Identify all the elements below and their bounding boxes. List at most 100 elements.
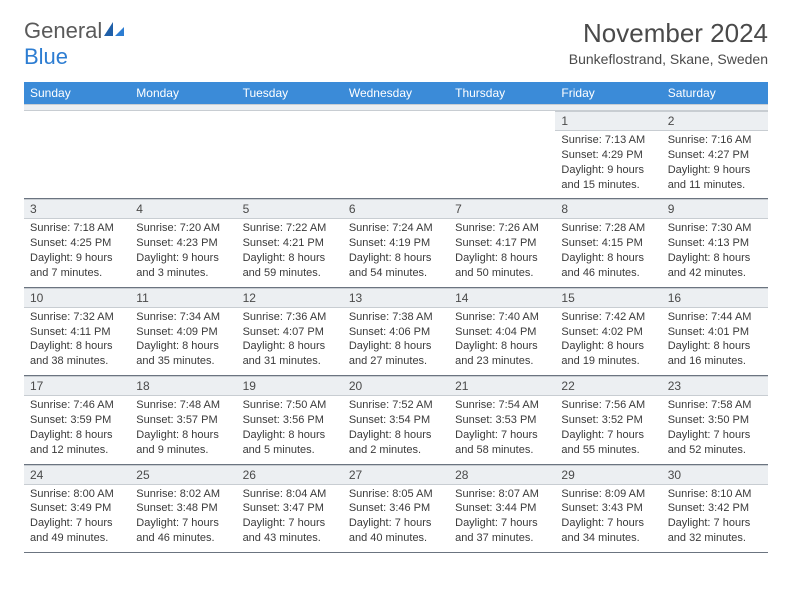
- sunset-line: Sunset: 4:25 PM: [30, 236, 124, 251]
- weekday-header: Monday: [130, 82, 236, 105]
- day-body: Sunrise: 8:07 AMSunset: 3:44 PMDaylight:…: [449, 485, 555, 552]
- weeks-body: 1Sunrise: 7:13 AMSunset: 4:29 PMDaylight…: [24, 111, 768, 553]
- weekday-header: Sunday: [24, 82, 130, 105]
- day-body: Sunrise: 7:26 AMSunset: 4:17 PMDaylight:…: [449, 219, 555, 286]
- daylight-line-1: Daylight: 8 hours: [455, 339, 549, 354]
- day-cell: [237, 111, 343, 199]
- daylight-line-1: Daylight: 8 hours: [30, 428, 124, 443]
- logo: General Blue: [24, 18, 124, 70]
- sunrise-line: Sunrise: 7:56 AM: [561, 398, 655, 413]
- day-body: Sunrise: 7:13 AMSunset: 4:29 PMDaylight:…: [555, 131, 661, 198]
- day-cell: 3Sunrise: 7:18 AMSunset: 4:25 PMDaylight…: [24, 199, 130, 287]
- day-number: 7: [449, 199, 555, 219]
- day-body: Sunrise: 7:46 AMSunset: 3:59 PMDaylight:…: [24, 396, 130, 463]
- week-row: 24Sunrise: 8:00 AMSunset: 3:49 PMDayligh…: [24, 464, 768, 552]
- daylight-line-2: and 59 minutes.: [243, 266, 337, 281]
- daylight-line-1: Daylight: 7 hours: [455, 516, 549, 531]
- day-cell: 28Sunrise: 8:07 AMSunset: 3:44 PMDayligh…: [449, 464, 555, 552]
- sunset-line: Sunset: 3:56 PM: [243, 413, 337, 428]
- day-cell: 8Sunrise: 7:28 AMSunset: 4:15 PMDaylight…: [555, 199, 661, 287]
- day-body: Sunrise: 7:22 AMSunset: 4:21 PMDaylight:…: [237, 219, 343, 286]
- day-body: Sunrise: 7:48 AMSunset: 3:57 PMDaylight:…: [130, 396, 236, 463]
- daylight-line-2: and 50 minutes.: [455, 266, 549, 281]
- daylight-line-2: and 46 minutes.: [136, 531, 230, 546]
- location-text: Bunkeflostrand, Skane, Sweden: [569, 51, 768, 67]
- day-body: Sunrise: 8:09 AMSunset: 3:43 PMDaylight:…: [555, 485, 661, 552]
- day-body-empty: [24, 111, 130, 169]
- sunrise-line: Sunrise: 8:04 AM: [243, 487, 337, 502]
- day-body: Sunrise: 7:54 AMSunset: 3:53 PMDaylight:…: [449, 396, 555, 463]
- day-cell: 15Sunrise: 7:42 AMSunset: 4:02 PMDayligh…: [555, 287, 661, 375]
- weekday-header: Thursday: [449, 82, 555, 105]
- daylight-line-2: and 16 minutes.: [668, 354, 762, 369]
- daylight-line-2: and 43 minutes.: [243, 531, 337, 546]
- daylight-line-2: and 46 minutes.: [561, 266, 655, 281]
- page-header: General Blue November 2024 Bunkeflostran…: [24, 18, 768, 70]
- daylight-line-1: Daylight: 8 hours: [561, 251, 655, 266]
- daylight-line-1: Daylight: 9 hours: [561, 163, 655, 178]
- daylight-line-1: Daylight: 7 hours: [668, 428, 762, 443]
- daylight-line-1: Daylight: 9 hours: [136, 251, 230, 266]
- daylight-line-1: Daylight: 7 hours: [30, 516, 124, 531]
- sunrise-line: Sunrise: 7:13 AM: [561, 133, 655, 148]
- day-cell: 6Sunrise: 7:24 AMSunset: 4:19 PMDaylight…: [343, 199, 449, 287]
- day-cell: 27Sunrise: 8:05 AMSunset: 3:46 PMDayligh…: [343, 464, 449, 552]
- day-body: Sunrise: 8:02 AMSunset: 3:48 PMDaylight:…: [130, 485, 236, 552]
- sunset-line: Sunset: 4:09 PM: [136, 325, 230, 340]
- daylight-line-2: and 5 minutes.: [243, 443, 337, 458]
- sunset-line: Sunset: 4:04 PM: [455, 325, 549, 340]
- sunrise-line: Sunrise: 7:36 AM: [243, 310, 337, 325]
- daylight-line-2: and 38 minutes.: [30, 354, 124, 369]
- day-cell: 7Sunrise: 7:26 AMSunset: 4:17 PMDaylight…: [449, 199, 555, 287]
- daylight-line-1: Daylight: 7 hours: [136, 516, 230, 531]
- week-row: 10Sunrise: 7:32 AMSunset: 4:11 PMDayligh…: [24, 287, 768, 375]
- day-number: 27: [343, 465, 449, 485]
- sunset-line: Sunset: 4:02 PM: [561, 325, 655, 340]
- day-number: 2: [662, 111, 768, 131]
- sunrise-line: Sunrise: 7:28 AM: [561, 221, 655, 236]
- daylight-line-2: and 35 minutes.: [136, 354, 230, 369]
- daylight-line-2: and 55 minutes.: [561, 443, 655, 458]
- sunset-line: Sunset: 4:15 PM: [561, 236, 655, 251]
- sunrise-line: Sunrise: 7:58 AM: [668, 398, 762, 413]
- sunset-line: Sunset: 3:44 PM: [455, 501, 549, 516]
- day-body: Sunrise: 7:50 AMSunset: 3:56 PMDaylight:…: [237, 396, 343, 463]
- sunrise-line: Sunrise: 7:20 AM: [136, 221, 230, 236]
- daylight-line-2: and 19 minutes.: [561, 354, 655, 369]
- logo-sail-icon: [104, 22, 124, 43]
- day-body: Sunrise: 7:20 AMSunset: 4:23 PMDaylight:…: [130, 219, 236, 286]
- sunrise-line: Sunrise: 7:22 AM: [243, 221, 337, 236]
- title-block: November 2024 Bunkeflostrand, Skane, Swe…: [569, 18, 768, 67]
- daylight-line-1: Daylight: 7 hours: [561, 516, 655, 531]
- weekday-header: Friday: [555, 82, 661, 105]
- daylight-line-2: and 42 minutes.: [668, 266, 762, 281]
- day-cell: 11Sunrise: 7:34 AMSunset: 4:09 PMDayligh…: [130, 287, 236, 375]
- calendar-table: Sunday Monday Tuesday Wednesday Thursday…: [24, 82, 768, 553]
- sunrise-line: Sunrise: 7:50 AM: [243, 398, 337, 413]
- sunrise-line: Sunrise: 7:32 AM: [30, 310, 124, 325]
- sunrise-line: Sunrise: 7:24 AM: [349, 221, 443, 236]
- weekday-header-row: Sunday Monday Tuesday Wednesday Thursday…: [24, 82, 768, 105]
- day-cell: 5Sunrise: 7:22 AMSunset: 4:21 PMDaylight…: [237, 199, 343, 287]
- day-cell: 19Sunrise: 7:50 AMSunset: 3:56 PMDayligh…: [237, 376, 343, 464]
- sunrise-line: Sunrise: 7:52 AM: [349, 398, 443, 413]
- day-number: 19: [237, 376, 343, 396]
- sunrise-line: Sunrise: 8:05 AM: [349, 487, 443, 502]
- sunset-line: Sunset: 4:07 PM: [243, 325, 337, 340]
- day-number: 18: [130, 376, 236, 396]
- day-number: 30: [662, 465, 768, 485]
- day-body: Sunrise: 7:28 AMSunset: 4:15 PMDaylight:…: [555, 219, 661, 286]
- day-cell: 22Sunrise: 7:56 AMSunset: 3:52 PMDayligh…: [555, 376, 661, 464]
- day-body-empty: [237, 111, 343, 169]
- day-number: 22: [555, 376, 661, 396]
- sunrise-line: Sunrise: 7:48 AM: [136, 398, 230, 413]
- daylight-line-1: Daylight: 8 hours: [561, 339, 655, 354]
- day-number: 8: [555, 199, 661, 219]
- daylight-line-1: Daylight: 7 hours: [668, 516, 762, 531]
- day-body: Sunrise: 7:56 AMSunset: 3:52 PMDaylight:…: [555, 396, 661, 463]
- day-number: 13: [343, 288, 449, 308]
- sunset-line: Sunset: 3:43 PM: [561, 501, 655, 516]
- week-row: 17Sunrise: 7:46 AMSunset: 3:59 PMDayligh…: [24, 376, 768, 464]
- sunrise-line: Sunrise: 8:02 AM: [136, 487, 230, 502]
- daylight-line-1: Daylight: 8 hours: [349, 339, 443, 354]
